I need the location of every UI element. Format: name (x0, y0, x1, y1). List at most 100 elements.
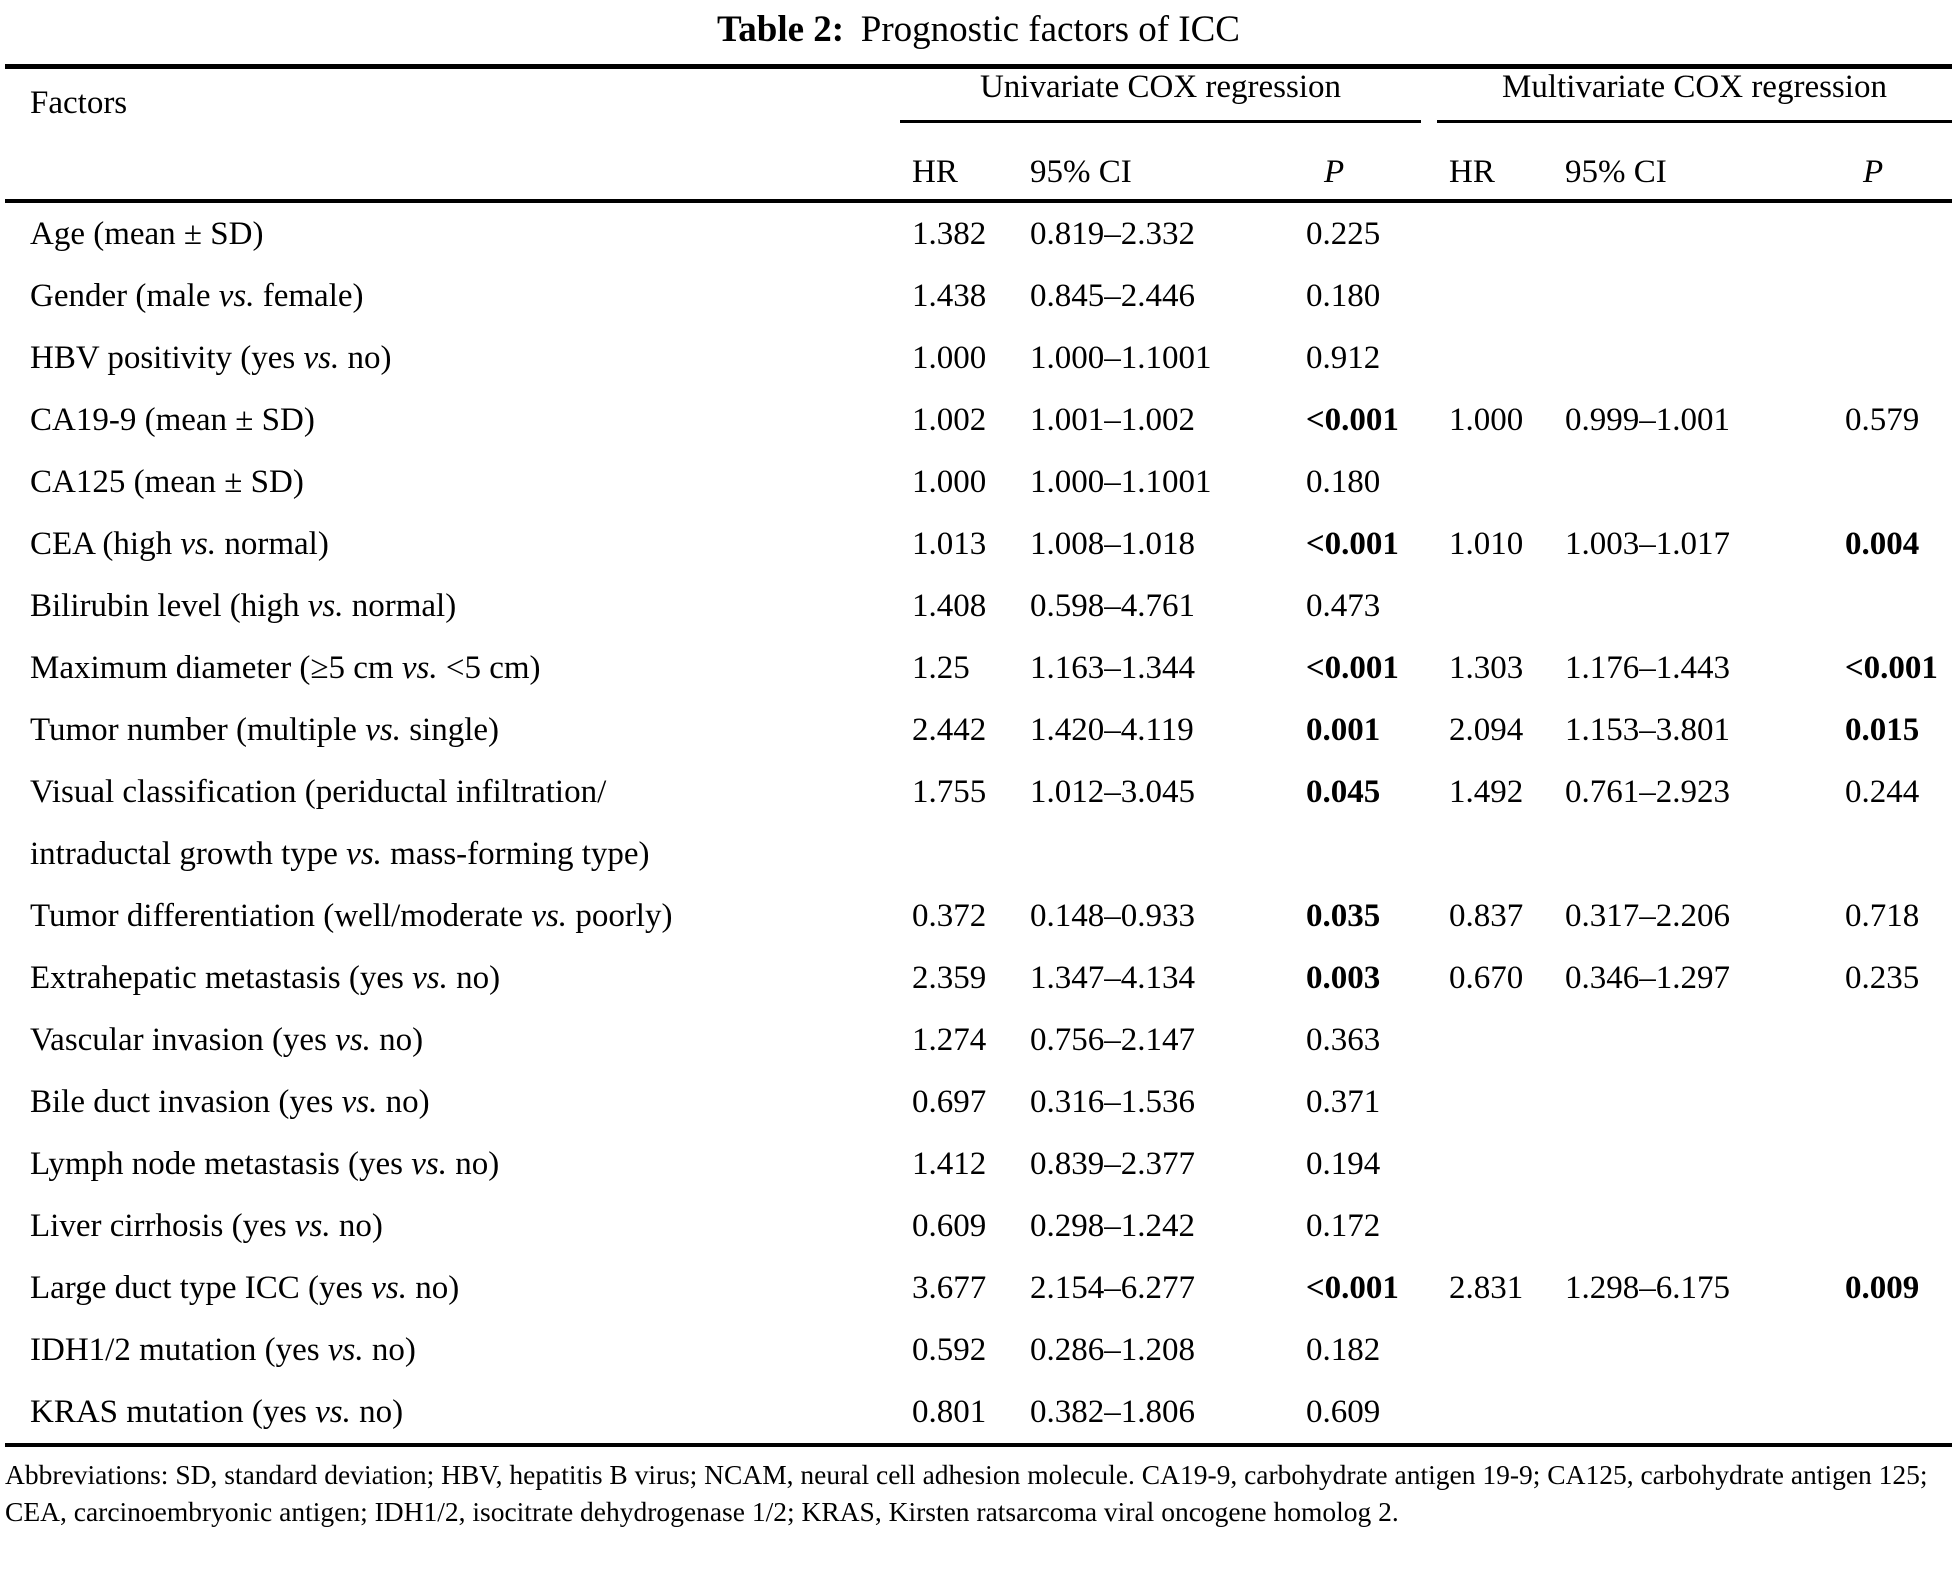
multi-ci-cell: 1.003–1.017 (1565, 526, 1730, 562)
uni-p-cell: 0.363 (1306, 1022, 1381, 1058)
uni-hr-cell: 1.000 (912, 340, 987, 376)
column-gap (1421, 389, 1437, 451)
multi-p-cell: 0.579 (1845, 402, 1920, 438)
factor-cell: Age (mean ± SD) (30, 216, 264, 252)
column-gap (1421, 1257, 1437, 1319)
multi-ci-cell (1553, 1195, 1805, 1257)
uni-ci-cell: 0.316–1.536 (1030, 1084, 1195, 1120)
multi-p-cell (1805, 265, 1952, 327)
group-header-row: Factors Univariate COX regression Multiv… (5, 66, 1952, 203)
univariate-hr-header: HR (900, 121, 1018, 203)
multi-hr-cell (1437, 1319, 1553, 1381)
column-gap (1421, 1381, 1437, 1445)
column-gap (1421, 265, 1437, 327)
multi-ci-cell: 0.346–1.297 (1565, 960, 1730, 996)
multi-hr-cell (1437, 265, 1553, 327)
multi-hr-cell: 1.303 (1449, 650, 1524, 686)
factor-cell: Tumor differentiation (well/moderate vs.… (30, 898, 673, 934)
multi-hr-cell (1437, 1071, 1553, 1133)
multivariate-group-header: Multivariate COX regression (1437, 66, 1952, 123)
multi-hr-cell (1437, 1381, 1553, 1445)
uni-ci-cell: 0.756–2.147 (1030, 1022, 1195, 1058)
table-row: Maximum diameter (≥5 cm vs. <5 cm) 1.25 1.… (5, 637, 1952, 699)
uni-p-cell: 0.225 (1306, 216, 1381, 252)
uni-ci-cell: 1.008–1.018 (1030, 526, 1195, 562)
multi-hr-cell: 2.094 (1449, 712, 1524, 748)
factor-cell: Maximum diameter (≥5 cm vs. <5 cm) (30, 650, 541, 686)
column-gap (1421, 1009, 1437, 1071)
multi-ci-cell (1553, 327, 1805, 389)
uni-hr-cell: 1.000 (912, 464, 987, 500)
column-gap (1421, 327, 1437, 389)
multivariate-hr-header: HR (1437, 121, 1553, 203)
column-gap (1421, 761, 1437, 885)
table-caption-text: Prognostic factors of ICC (860, 9, 1240, 50)
uni-ci-cell: 0.845–2.446 (1030, 278, 1195, 314)
multi-ci-cell: 0.999–1.001 (1565, 402, 1730, 438)
uni-ci-cell: 1.347–4.134 (1030, 960, 1195, 996)
table-row: Tumor number (multiple vs. single) 2.442 1… (5, 699, 1952, 761)
factor-cell: Tumor number (multiple vs. single) (30, 712, 500, 748)
uni-hr-cell: 2.359 (912, 960, 987, 996)
uni-p-cell: 0.473 (1306, 588, 1381, 624)
table-row: Age (mean ± SD) 1.382 0.819–2.332 0.225 (5, 201, 1952, 265)
uni-ci-cell: 1.001–1.002 (1030, 402, 1195, 438)
uni-p-cell: 0.001 (1306, 712, 1381, 748)
univariate-ci-header: 95% CI (1018, 121, 1266, 203)
table-row: KRAS mutation (yes vs. no) 0.801 0.382–1.8… (5, 1381, 1952, 1445)
table-row: Bile duct invasion (yes vs. no) 0.697 0.31… (5, 1071, 1952, 1133)
column-gap (1421, 1133, 1437, 1195)
uni-ci-cell: 0.286–1.208 (1030, 1332, 1195, 1368)
multi-hr-cell: 0.670 (1449, 960, 1524, 996)
table-row: HBV positivity (yes vs. no) 1.000 1.000–1.… (5, 327, 1952, 389)
factor-cell: IDH1/2 mutation (yes vs. no) (30, 1332, 416, 1368)
table-row: Vascular invasion (yes vs. no) 1.274 0.756… (5, 1009, 1952, 1071)
factor-cell: HBV positivity (yes vs. no) (30, 340, 392, 376)
uni-hr-cell: 1.438 (912, 278, 987, 314)
uni-hr-cell: 3.677 (912, 1270, 987, 1306)
uni-hr-cell: 0.609 (912, 1208, 987, 1244)
uni-ci-cell: 2.154–6.277 (1030, 1270, 1195, 1306)
factor-cell: CEA (high vs. normal) (30, 526, 329, 562)
multi-ci-cell (1553, 1071, 1805, 1133)
column-gap (1421, 1195, 1437, 1257)
uni-hr-cell: 1.412 (912, 1146, 987, 1182)
univariate-group-header: Univariate COX regression (900, 66, 1421, 123)
multi-hr-cell (1437, 1009, 1553, 1071)
uni-hr-cell: 1.382 (912, 216, 987, 252)
multi-p-cell: 0.235 (1845, 960, 1920, 996)
multi-p-cell: 0.015 (1845, 712, 1920, 748)
column-gap (1421, 201, 1437, 265)
uni-hr-cell: 1.25 (912, 650, 970, 686)
factor-cell: Large duct type ICC (yes vs. no) (30, 1270, 460, 1306)
factor-cell: KRAS mutation (yes vs. no) (30, 1394, 404, 1430)
table-body: Age (mean ± SD) 1.382 0.819–2.332 0.225 Gend… (5, 201, 1952, 1445)
column-gap (1421, 637, 1437, 699)
uni-ci-cell: 0.598–4.761 (1030, 588, 1195, 624)
multi-ci-cell: 1.298–6.175 (1565, 1270, 1730, 1306)
table-row: Bilirubin level (high vs. normal) 1.408 0.… (5, 575, 1952, 637)
multi-hr-cell (1437, 575, 1553, 637)
multi-ci-cell (1553, 451, 1805, 513)
uni-ci-cell: 0.819–2.332 (1030, 216, 1195, 252)
uni-hr-cell: 1.013 (912, 526, 987, 562)
table-row: Extrahepatic metastasis (yes vs. no) 2.35… (5, 947, 1952, 1009)
uni-p-cell: <0.001 (1305, 1270, 1399, 1306)
univariate-p-header: P (1266, 121, 1421, 203)
table-header: Factors Univariate COX regression Multiv… (5, 66, 1952, 203)
uni-p-cell: 0.182 (1306, 1332, 1381, 1368)
factor-cell: Bile duct invasion (yes vs. no) (30, 1084, 430, 1120)
factor-cell: CA125 (mean ± SD) (30, 464, 304, 500)
multi-hr-cell: 1.492 (1449, 774, 1524, 810)
multi-ci-cell (1553, 1319, 1805, 1381)
uni-ci-cell: 0.382–1.806 (1030, 1394, 1195, 1430)
multi-p-cell (1805, 1381, 1952, 1445)
uni-p-cell: 0.912 (1306, 340, 1381, 376)
uni-p-cell: 0.003 (1306, 960, 1381, 996)
multi-ci-cell (1553, 1133, 1805, 1195)
multi-ci-cell: 1.176–1.443 (1565, 650, 1730, 686)
factor-cell: Extrahepatic metastasis (yes vs. no) (30, 960, 501, 996)
multi-hr-cell: 0.837 (1449, 898, 1524, 934)
column-gap (1421, 947, 1437, 1009)
